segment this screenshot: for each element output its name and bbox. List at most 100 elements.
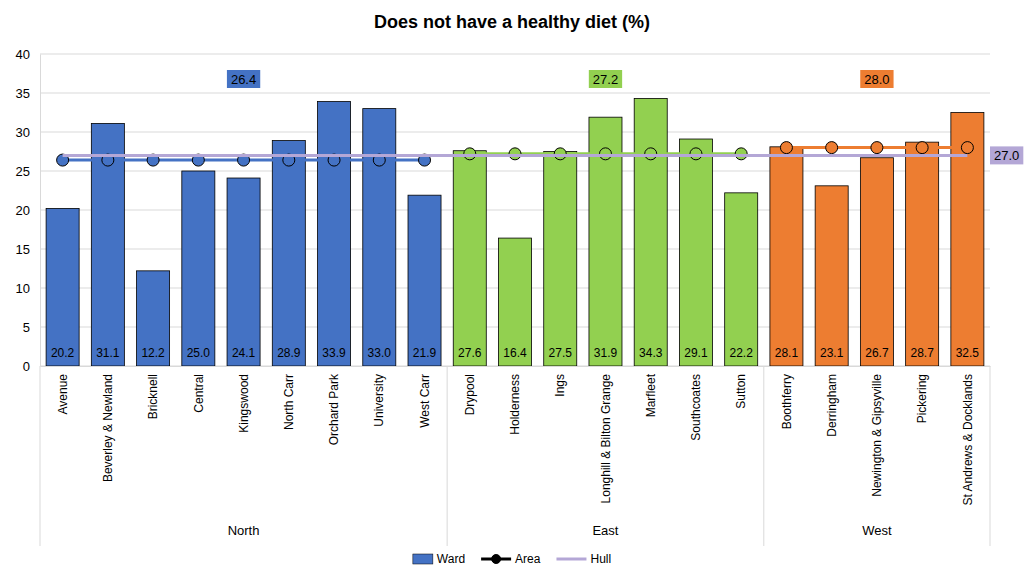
marker — [826, 142, 838, 154]
x-tick-label: Ings — [553, 374, 567, 397]
x-tick: Southcoates — [689, 366, 703, 441]
data-label: 28.9 — [277, 346, 301, 360]
bar — [498, 238, 531, 366]
data-label: 32.5 — [956, 346, 980, 360]
value-box-bg — [990, 146, 1023, 164]
marker — [780, 142, 792, 154]
x-tick: Orchard Park — [327, 366, 341, 445]
y-tick: 40 — [16, 47, 40, 62]
legend-swatch — [413, 554, 433, 564]
bar — [318, 102, 351, 366]
value-box-bg — [589, 70, 622, 88]
legend-item: Area — [481, 552, 541, 566]
bar — [272, 141, 305, 366]
legend: Ward Area Hull — [413, 552, 611, 566]
y-tick-label: 20 — [16, 203, 30, 218]
marker — [916, 142, 928, 154]
marker — [599, 148, 611, 160]
value-box: 27.2 — [589, 70, 622, 88]
x-tick: Boothferry — [780, 366, 794, 429]
x-tick: Derringham — [825, 366, 839, 437]
x-tick: Avenue — [56, 366, 70, 414]
x-tick: North Carr — [282, 366, 296, 430]
legend-item: Ward — [413, 552, 465, 566]
value-box: 28.0 — [860, 70, 893, 88]
x-tick: Drypool — [463, 366, 477, 415]
grid — [40, 54, 990, 366]
x-tick-label: West Carr — [418, 374, 432, 428]
data-label: 29.1 — [684, 346, 708, 360]
x-tick: Kingswood — [237, 366, 251, 433]
x-tick: Newington & Gipsyville — [870, 366, 884, 497]
group-label: West — [862, 523, 892, 538]
y-tick-label: 10 — [16, 281, 30, 296]
legend-item: Hull — [556, 552, 611, 566]
marker — [690, 148, 702, 160]
y-tick-label: 40 — [16, 47, 30, 62]
marker — [735, 148, 747, 160]
y-tick: 10 — [16, 281, 40, 296]
marker — [554, 148, 566, 160]
x-tick-label: Marfleet — [644, 373, 658, 417]
x-axis: Avenue Beverley & Newland Bricknell Central… — [41, 366, 991, 505]
x-tick: Beverley & Newland — [101, 366, 115, 482]
data-label: 21.9 — [413, 346, 437, 360]
value-box-label: 27.0 — [994, 148, 1019, 163]
x-axis-line — [41, 366, 991, 367]
legend-swatch — [556, 558, 586, 561]
data-label: 25.0 — [187, 346, 211, 360]
y-axis: 0510152025303540 — [16, 47, 41, 374]
y-tick-label: 5 — [23, 320, 30, 335]
x-tick-label: Derringham — [825, 374, 839, 437]
data-label: 26.7 — [865, 346, 889, 360]
x-tick-label: Longhill & Bilton Grange — [599, 374, 613, 504]
group-separator — [40, 366, 41, 546]
y-tick-label: 15 — [16, 242, 30, 257]
bar — [408, 195, 441, 366]
group-label: East — [592, 523, 618, 538]
data-label: 31.9 — [594, 346, 618, 360]
data-label: 22.2 — [730, 346, 754, 360]
value-box-bg — [860, 70, 893, 88]
bar — [679, 139, 712, 366]
x-tick: Marfleet — [644, 366, 658, 417]
value-box: 27.0 — [990, 146, 1023, 164]
data-label: 28.1 — [775, 346, 799, 360]
group-separator — [763, 366, 764, 546]
data-label: 16.4 — [503, 346, 527, 360]
data-label: 24.1 — [232, 346, 256, 360]
x-tick-label: Avenue — [56, 374, 70, 415]
data-label: 12.2 — [141, 346, 165, 360]
marker — [509, 148, 521, 160]
bar — [227, 178, 260, 366]
legend-label: Hull — [590, 552, 611, 566]
plot-area — [46, 98, 984, 366]
x-tick: Holderness — [508, 366, 522, 435]
x-tick-label: Pickering — [915, 374, 929, 423]
line — [63, 154, 968, 157]
x-tick-label: Bricknell — [146, 374, 160, 419]
data-label: 27.5 — [549, 346, 573, 360]
marker — [464, 148, 476, 160]
data-label: 34.3 — [639, 346, 663, 360]
group-separator — [990, 366, 991, 546]
bar — [725, 193, 758, 366]
x-tick-label: North Carr — [282, 374, 296, 430]
value-box: 26.4 — [227, 70, 260, 88]
marker — [645, 148, 657, 160]
group-labels: NorthEastWest — [40, 366, 990, 546]
y-tick: 0 — [23, 359, 40, 374]
value-box-label: 28.0 — [864, 72, 889, 87]
bar — [46, 208, 79, 366]
x-tick-label: Central — [192, 374, 206, 413]
x-tick-label: Kingswood — [237, 374, 251, 433]
x-tick-label: Holderness — [508, 374, 522, 435]
x-tick: St Andrews & Docklands — [961, 366, 975, 505]
x-tick: Central — [192, 366, 206, 413]
bar — [770, 147, 803, 366]
y-tick: 25 — [16, 164, 40, 179]
bar — [544, 152, 577, 367]
x-tick: Longhill & Bilton Grange — [599, 366, 613, 503]
y-tick: 20 — [16, 203, 40, 218]
y-tick-label: 30 — [16, 125, 30, 140]
